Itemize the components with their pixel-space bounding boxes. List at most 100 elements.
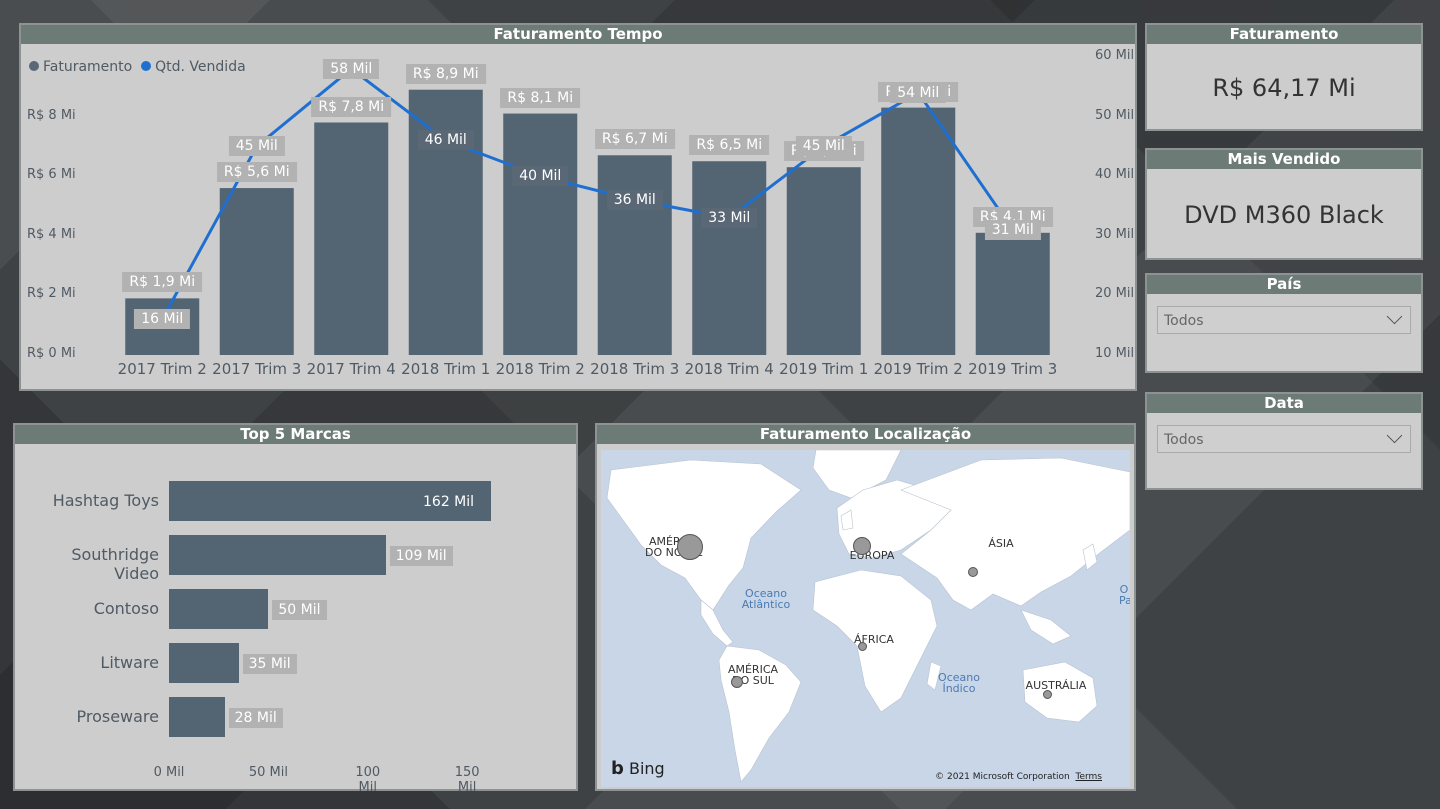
x-category-label: 2019 Trim 1 [779, 360, 869, 378]
map-title: Faturamento Localização [597, 425, 1134, 444]
brand-data-label: 28 Mil [228, 708, 283, 728]
pais-dropdown[interactable]: Todos [1157, 306, 1411, 334]
brand-bar[interactable] [169, 643, 239, 683]
brand-label: Litware [100, 653, 159, 672]
x-axis-tick: 0 Mil [153, 765, 185, 780]
legend-item-faturamento[interactable]: Faturamento [29, 59, 132, 75]
y-left-tick: R$ 8 Mi [27, 107, 76, 123]
ocean-label-atlantic: Oceano Atlântico [741, 587, 791, 611]
revenue-data-label: R$ 8,9 Mi [405, 63, 486, 84]
australia-shape [1022, 661, 1098, 723]
brand-label: Proseware [76, 707, 159, 726]
revenue-bar[interactable] [692, 161, 767, 355]
revenue-data-label: R$ 5,6 Mi [216, 162, 297, 183]
time-chart-svg [125, 66, 1050, 356]
quantity-data-label: 31 Mil [984, 219, 1041, 240]
legend-item-qtd[interactable]: Qtd. Vendida [141, 59, 246, 75]
chevron-down-icon [1386, 308, 1403, 325]
revenue-bar[interactable] [219, 188, 294, 355]
faturamento-card-title: Faturamento [1147, 25, 1421, 44]
revenue-bar[interactable] [503, 113, 578, 355]
y-left-tick: R$ 0 Mi [27, 346, 76, 361]
brands-title: Top 5 Marcas [15, 425, 576, 444]
time-chart-panel: Faturamento Tempo Faturamento Qtd. Vendi… [19, 23, 1137, 391]
revenue-bar[interactable] [597, 155, 672, 355]
quantity-data-label: 33 Mil [701, 207, 758, 228]
data-filter-panel: Data Todos [1145, 392, 1423, 490]
time-chart-legend: Faturamento Qtd. Vendida [29, 59, 246, 75]
mais-vendido-card-title: Mais Vendido [1147, 150, 1421, 169]
y-right-tick: 60 Mil [1095, 47, 1135, 63]
asia-shape [900, 457, 1130, 611]
japan-shape [1082, 543, 1098, 571]
revenue-bar[interactable] [881, 107, 956, 355]
revenue-data-label: R$ 1,9 Mi [122, 272, 203, 293]
continent-label-australia: AUSTRÁLIA [1025, 679, 1087, 692]
quantity-data-label: 54 Mil [890, 82, 947, 103]
madagascar-shape [926, 661, 942, 691]
continent-label-europe: EUROPA [849, 549, 895, 562]
central-america-shape [700, 599, 734, 647]
map-canvas[interactable]: AMÉRICA DO NORTE EUROPA ÁSIA ÁFRICA AMÉR… [601, 450, 1130, 787]
map-bubble-south-america[interactable] [731, 676, 743, 688]
brand-label: Southridge Video [71, 545, 159, 583]
quantity-data-label: 36 Mil [606, 190, 663, 210]
revenue-bar[interactable] [975, 232, 1050, 355]
quantity-data-label: 16 Mil [134, 309, 191, 330]
map-bubble-north-america[interactable] [677, 534, 703, 560]
time-chart-title: Faturamento Tempo [21, 25, 1135, 44]
faturamento-card-value: R$ 64,17 Mi [1212, 74, 1356, 102]
ocean-label-pacific: O Pa [1119, 583, 1130, 607]
chevron-down-icon [1386, 427, 1403, 444]
pais-filter-title: País [1147, 275, 1421, 294]
quantity-data-label: 45 Mil [228, 136, 285, 157]
revenue-data-label: R$ 8,1 Mi [500, 87, 581, 108]
map-bubble-australia[interactable] [1043, 690, 1052, 699]
brand-data-label: 162 Mil [417, 492, 481, 512]
brand-bar[interactable] [169, 535, 386, 575]
quantity-line[interactable] [160, 66, 1014, 320]
quantity-data-label: 58 Mil [323, 58, 380, 79]
x-category-label: 2019 Trim 2 [873, 360, 963, 378]
x-category-label: 2017 Trim 3 [212, 360, 302, 378]
x-category-label: 2018 Trim 2 [495, 360, 585, 378]
uk-shape [840, 509, 854, 531]
brands-chart: Hashtag Toys 162 Mil Southridge Video 109 M… [15, 425, 576, 795]
revenue-data-label: R$ 6,5 Mi [689, 135, 770, 156]
brand-bar[interactable] [169, 589, 269, 629]
map-copyright: © 2021 Microsoft Corporation Terms [935, 772, 1102, 782]
bing-logo: b Bing [611, 758, 665, 779]
map-bubble-europe[interactable] [853, 537, 871, 555]
brand-label: Contoso [93, 599, 159, 618]
data-dropdown-value: Todos [1164, 432, 1204, 448]
north-america-shape [606, 459, 802, 611]
map-panel: Faturamento Localização AMÉRICA DO NORTE… [595, 423, 1136, 791]
revenue-bar[interactable] [786, 167, 861, 355]
brand-bar[interactable] [169, 697, 225, 737]
faturamento-card: Faturamento R$ 64,17 Mi [1145, 23, 1423, 131]
mais-vendido-card-value: DVD M360 Black [1184, 201, 1384, 229]
y-right-tick: 10 Mil [1095, 346, 1135, 361]
southeast-asia-shape [1020, 609, 1072, 645]
x-category-label: 2018 Trim 3 [590, 360, 680, 378]
map-terms-link[interactable]: Terms [1075, 772, 1102, 782]
ocean-label-indian: Oceano Índico [938, 671, 980, 695]
map-bubble-asia[interactable] [968, 567, 978, 577]
y-left-tick: R$ 2 Mi [27, 286, 76, 302]
map-bubble-africa[interactable] [858, 642, 867, 651]
bing-b-icon: b [611, 758, 624, 779]
y-right-tick: 30 Mil [1095, 226, 1135, 242]
data-filter-title: Data [1147, 394, 1421, 413]
continent-label-asia: ÁSIA [988, 537, 1014, 550]
quantity-data-label: 40 Mil [512, 166, 569, 187]
quantity-data-label: 45 Mil [795, 136, 852, 157]
revenue-bar[interactable] [314, 122, 389, 356]
africa-shape [812, 569, 938, 713]
brand-data-label: 50 Mil [272, 600, 327, 620]
y-right-tick: 50 Mil [1095, 107, 1135, 123]
world-map-svg [606, 450, 1130, 783]
mais-vendido-card: Mais Vendido DVD M360 Black [1145, 148, 1423, 260]
x-category-label: 2017 Trim 2 [117, 360, 207, 378]
data-dropdown[interactable]: Todos [1157, 425, 1411, 453]
quantity-data-label: 46 Mil [417, 130, 474, 151]
